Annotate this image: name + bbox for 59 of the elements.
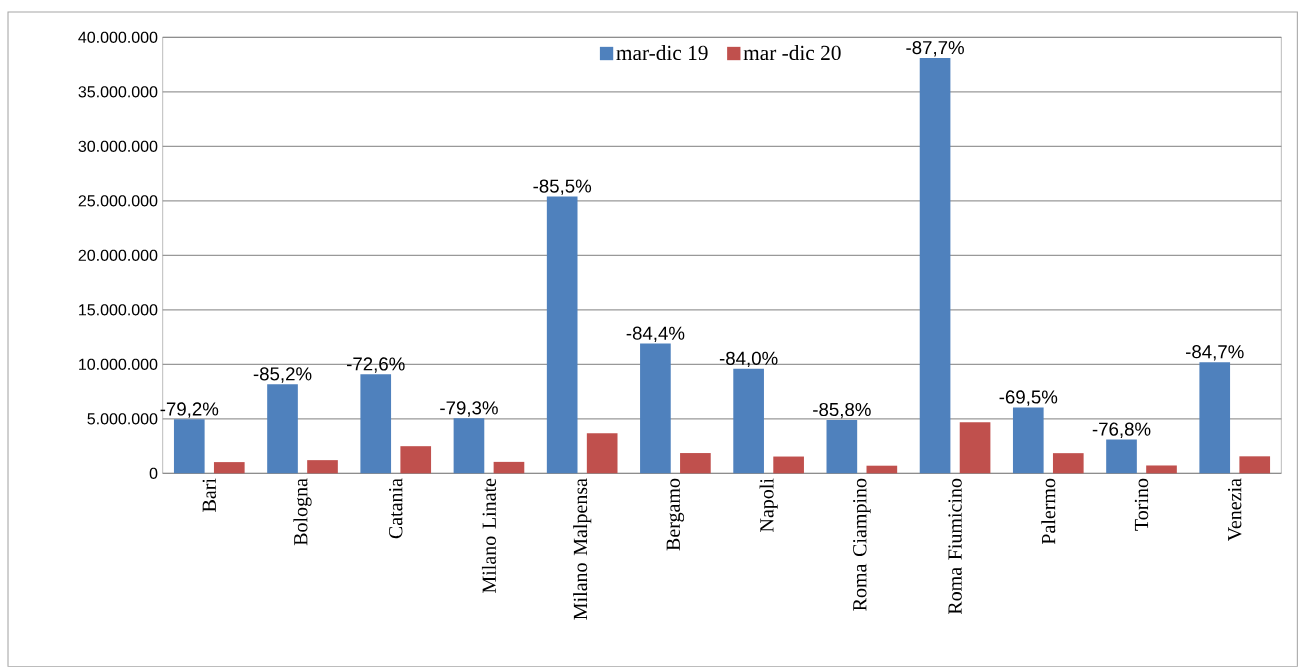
bar [360, 374, 392, 474]
annotation: -85,5% [533, 179, 592, 196]
bar [1146, 465, 1177, 474]
bar [1239, 456, 1271, 474]
bar [680, 453, 711, 474]
legend-label: mar-dic 19 [616, 45, 708, 61]
bar [640, 343, 671, 474]
annotation: -69,5% [999, 390, 1058, 406]
annotation: -85,2% [253, 367, 312, 383]
annotation: -84,7% [1186, 345, 1244, 361]
x-tick-label: Roma Ciampino [853, 478, 871, 611]
y-tick-label: 40.000.000 [78, 31, 158, 44]
x-tick-label: Napoli [759, 478, 778, 533]
bar [493, 462, 525, 474]
bar [1052, 453, 1084, 474]
annotation: -76,8% [1092, 422, 1151, 439]
bar [959, 422, 991, 474]
annotation: -79,3% [440, 401, 498, 417]
y-tick-label: 30.000.000 [78, 140, 158, 153]
annotation: -87,7% [906, 41, 964, 57]
bar [453, 418, 485, 474]
bar [1012, 407, 1044, 474]
y-tick-label: 20.000.000 [78, 249, 158, 262]
bar [826, 420, 858, 474]
y-tick-label: 15.000.000 [79, 304, 158, 316]
y-tick-label: 0 [149, 467, 158, 480]
bar [307, 460, 338, 474]
bar [1199, 362, 1231, 474]
x-tick-label: Torino [1134, 478, 1149, 531]
x-tick-label: Bologna [293, 478, 312, 546]
annotation: -84,0% [719, 351, 778, 368]
annotation: -72,6% [347, 357, 405, 373]
bar [1106, 439, 1137, 474]
bar [213, 462, 245, 474]
y-tick-label: 10.000.000 [79, 358, 158, 371]
bar [919, 58, 951, 474]
legend-label: mar -dic 20 [743, 45, 841, 61]
y-tick-label: 5.000.000 [87, 413, 158, 425]
annotation: -79,2% [160, 402, 219, 418]
x-tick-label: Milano Malpensa [573, 478, 592, 620]
y-tick-label: 35.000.000 [78, 86, 158, 98]
x-tick-label: Roma Fiumicino [948, 478, 962, 615]
bar [546, 196, 578, 474]
x-tick-label: Milano Linate [481, 478, 496, 594]
bar [400, 446, 432, 474]
x-tick-label: Venezia [1227, 478, 1242, 542]
y-tick-label: 25.000.000 [78, 195, 158, 207]
x-tick-label: Bergamo [666, 478, 685, 551]
x-tick-label: Catania [389, 478, 403, 539]
bar [773, 456, 804, 474]
annotation: -85,8% [813, 403, 871, 419]
bar [267, 384, 298, 474]
x-tick-label: Bari [202, 478, 216, 513]
bar [173, 419, 205, 474]
bar [866, 465, 898, 474]
annotation: -84,4% [626, 326, 685, 343]
bar [586, 433, 618, 474]
bar [733, 368, 764, 474]
x-tick-label: Palermo [1041, 478, 1056, 545]
